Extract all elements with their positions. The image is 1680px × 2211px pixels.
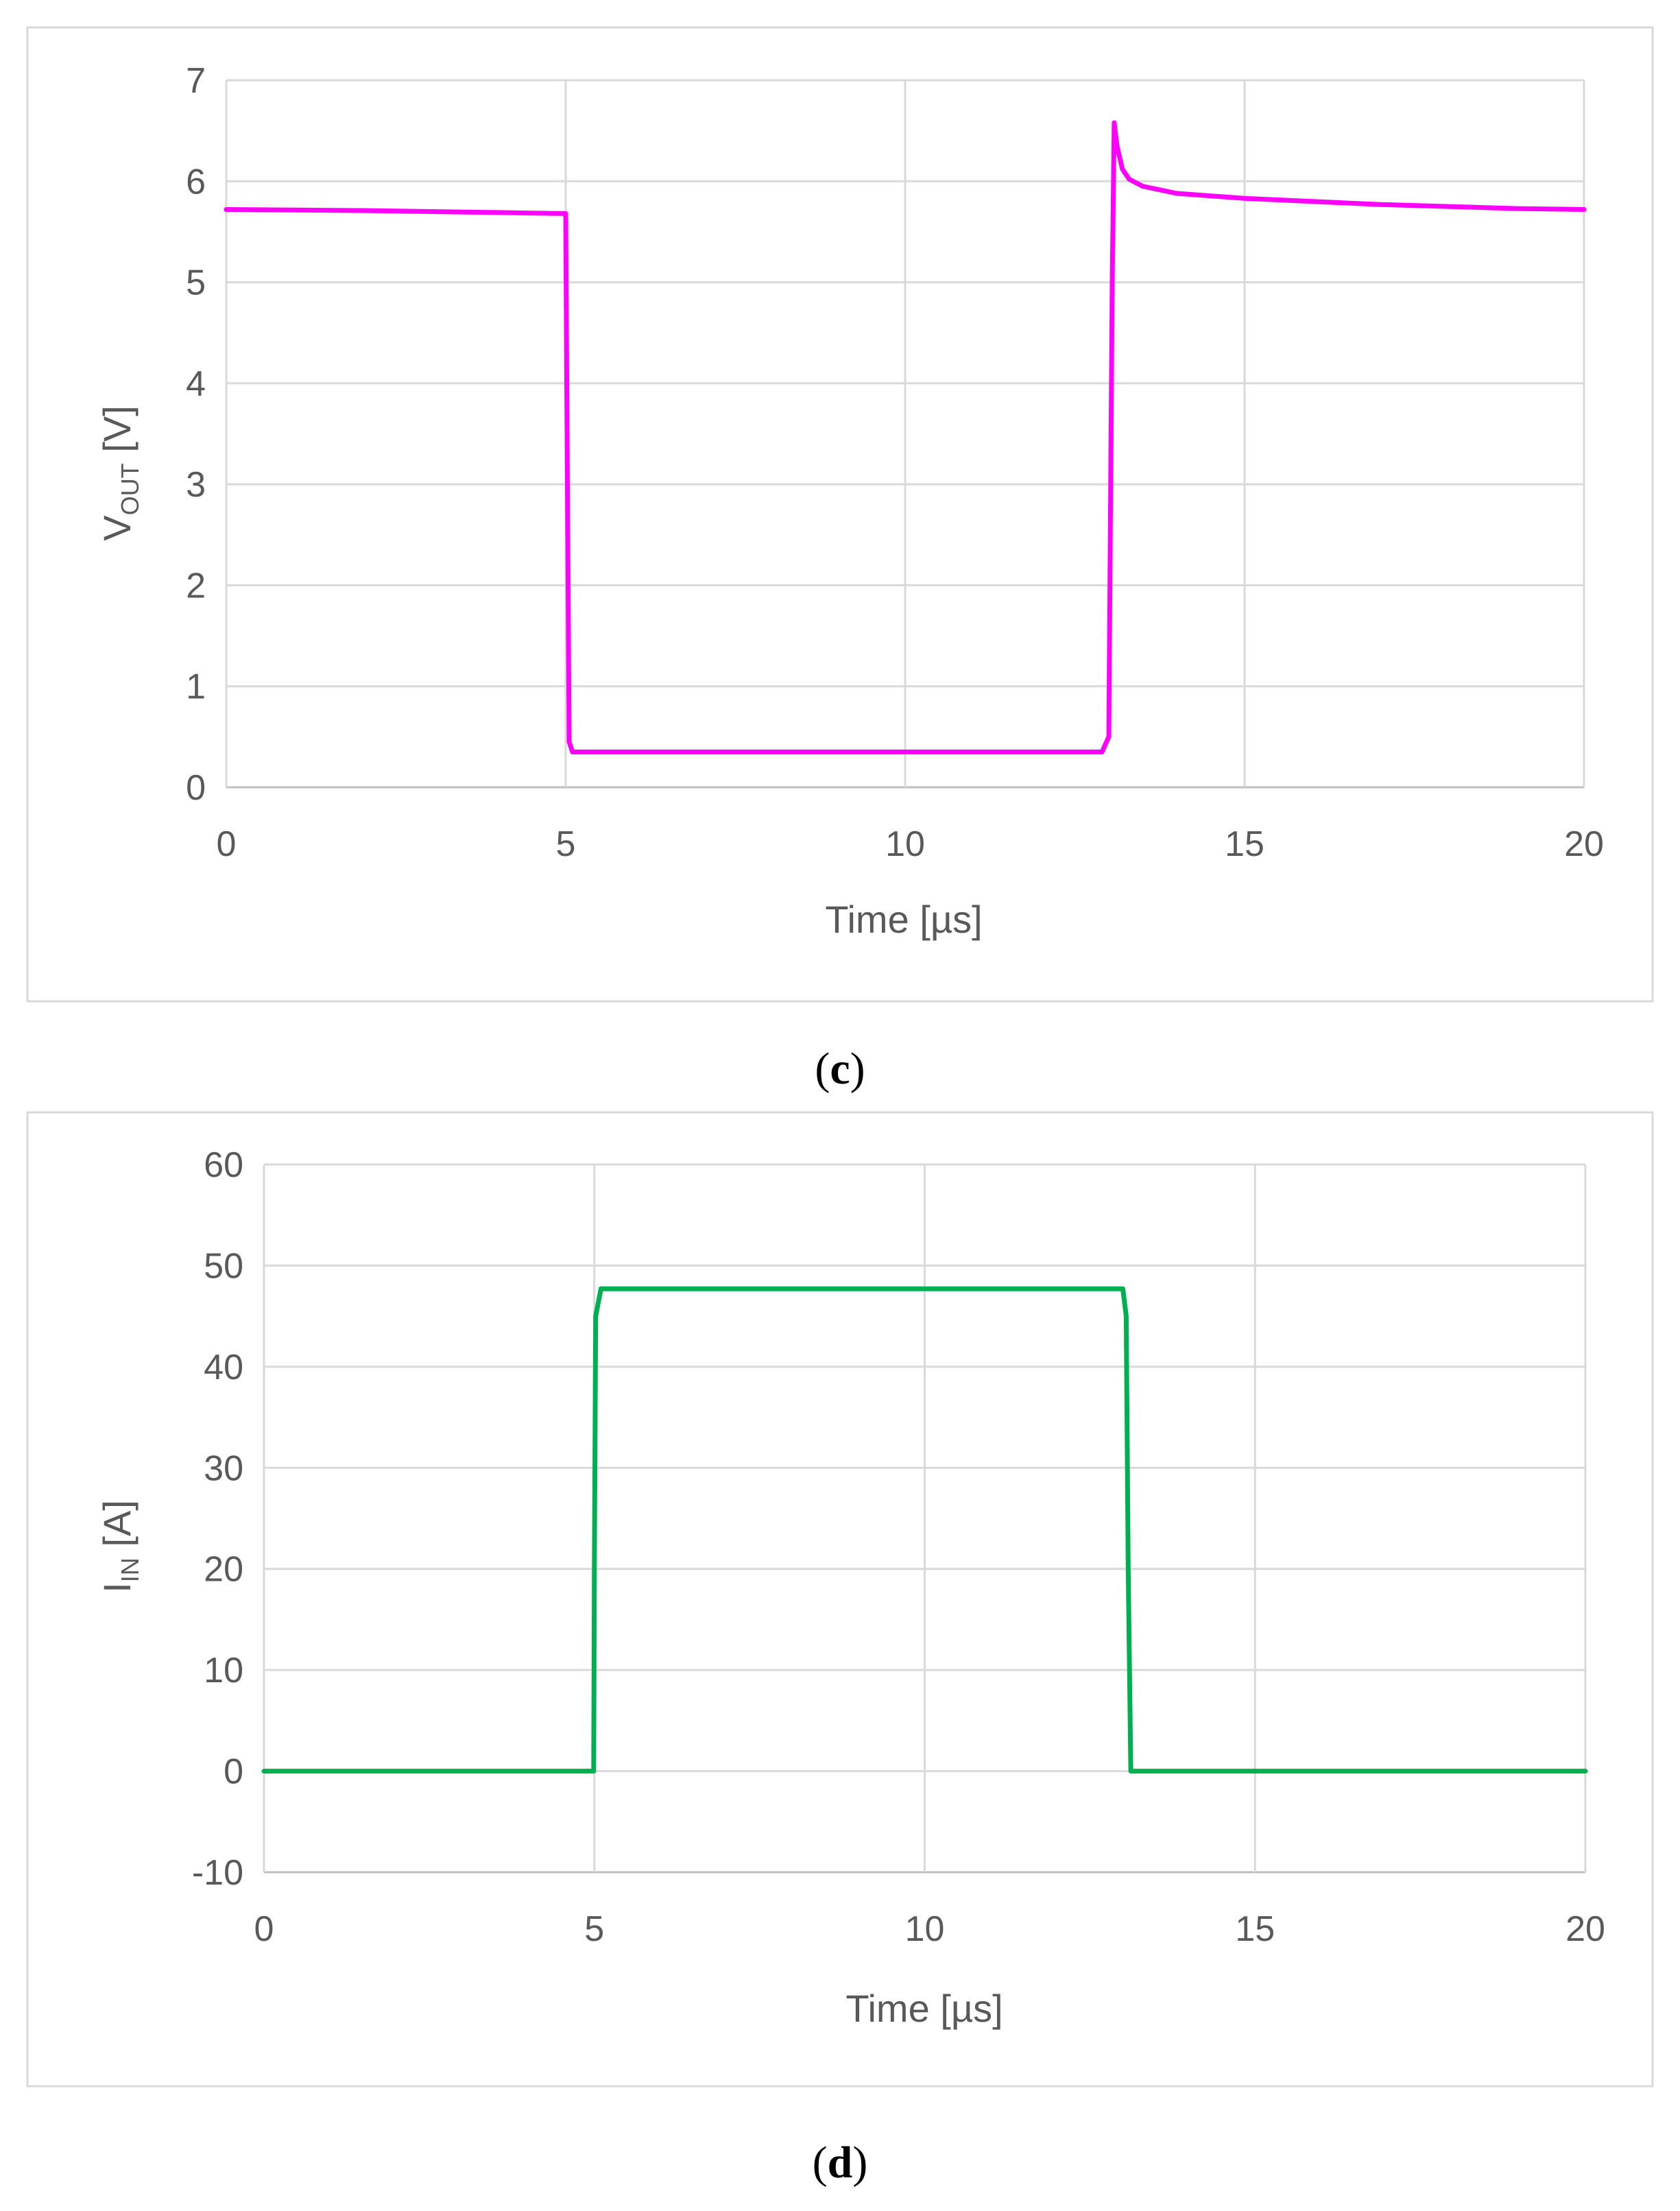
x-axis-label: Time [µs] <box>845 1987 1003 2030</box>
y-tick-label: 0 <box>224 1752 243 1792</box>
y-tick-label: 5 <box>186 263 206 303</box>
x-tick-label: 0 <box>254 1909 274 1949</box>
y-axis-label: VOUT [V] <box>95 405 144 540</box>
series <box>224 120 1587 754</box>
y-axis-label-unit: [V] <box>95 405 139 463</box>
panel-label-c: (c) <box>815 1044 865 1094</box>
y-tick-label: -10 <box>192 1853 243 1893</box>
series-line <box>224 120 1587 754</box>
x-tick-label: 0 <box>217 824 237 864</box>
chart-frame <box>26 1111 1654 2088</box>
y-tick-label: 4 <box>186 364 206 404</box>
y-tick-label: 50 <box>204 1246 243 1286</box>
y-tick-label: 40 <box>204 1348 243 1387</box>
x-tick-label: 15 <box>1235 1909 1275 1949</box>
y-tick-label: 1 <box>186 667 206 707</box>
panel-label-c-close: ) <box>850 1044 865 1094</box>
y-tick-label: 60 <box>204 1145 243 1185</box>
panel-label-d: (d) <box>813 2138 868 2188</box>
x-tick-label: 15 <box>1225 824 1264 864</box>
series <box>261 1286 1588 1774</box>
series-line <box>261 1286 1588 1774</box>
y-tick-label: 0 <box>186 768 206 808</box>
panel-label-c-open: ( <box>815 1044 830 1094</box>
y-tick-label: 7 <box>186 61 206 101</box>
y-axis-label-sub: IN <box>116 1557 144 1582</box>
x-tick-label: 5 <box>556 824 576 864</box>
chart-frame <box>26 26 1654 1003</box>
y-tick-label: 3 <box>186 465 206 505</box>
x-axis-label: Time [µs] <box>825 898 982 941</box>
y-axis-label-sub: OUT <box>116 463 144 515</box>
chart-vout: 0 1 2 3 4 5 6 7 0 5 10 15 20 Time [µs] VOUT [V] <box>26 26 1654 1003</box>
x-tick-label: 5 <box>584 1909 604 1949</box>
y-axis-label: IIN [A] <box>95 1500 144 1593</box>
y-axis-label-unit: [A] <box>95 1500 139 1557</box>
panel-label-d-letter: d <box>828 2138 853 2188</box>
chart-iin: -10 0 10 20 30 40 50 60 0 5 10 15 20 Time [µs] IIN … <box>26 1111 1654 2088</box>
panel-label-d-close: ) <box>852 2138 867 2188</box>
y-ticks: 0 1 2 3 4 5 6 7 <box>186 61 206 808</box>
x-tick-label: 20 <box>1565 1909 1605 1949</box>
y-tick-label: 30 <box>204 1448 243 1488</box>
y-tick-label: 10 <box>204 1651 243 1690</box>
y-tick-label: 2 <box>186 566 206 606</box>
x-tick-label: 20 <box>1564 824 1604 864</box>
y-axis-label-main: V <box>95 515 139 541</box>
panel-label-d-open: ( <box>813 2138 828 2188</box>
y-axis-label-main: I <box>95 1582 139 1593</box>
x-ticks: 0 5 10 15 20 <box>254 1909 1605 1949</box>
x-tick-label: 10 <box>905 1909 945 1949</box>
y-ticks: -10 0 10 20 30 40 50 60 <box>192 1145 243 1893</box>
y-tick-label: 6 <box>186 162 206 202</box>
x-ticks: 0 5 10 15 20 <box>217 824 1604 864</box>
panel-label-c-letter: c <box>830 1044 850 1094</box>
x-tick-label: 10 <box>885 824 925 864</box>
y-tick-label: 20 <box>204 1550 243 1590</box>
